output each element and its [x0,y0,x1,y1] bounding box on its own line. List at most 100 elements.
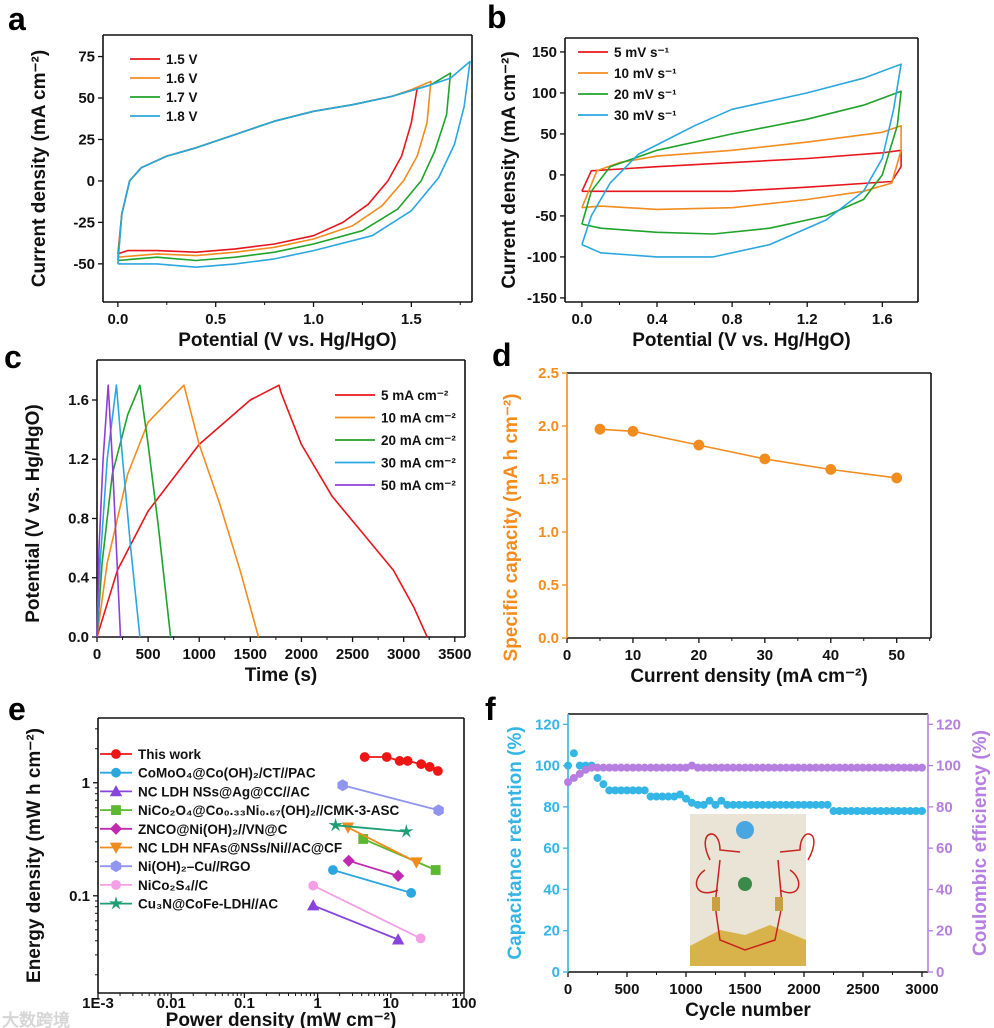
legend-label: 1.6 V [166,71,198,86]
legend-marker [111,767,121,778]
data-point [415,933,426,944]
data-point [569,749,578,758]
data-point [823,800,832,809]
panel-letter-a: a [8,1,26,37]
x-tick-label: 1E-3 [82,995,114,1012]
x-tick-label: 2500 [336,646,369,663]
x-tick-label: 0.8 [722,311,743,328]
data-point [599,780,608,789]
data-point [627,425,639,437]
legend-marker [111,749,121,759]
y-tick-label: 150 [532,44,557,61]
legend-label: Ni(OH)₂–Cu//RGO [138,859,251,874]
y-tick-label: 1 [82,775,90,792]
data-point [711,800,720,809]
supercapacitor-right [775,897,783,911]
series-line [348,859,399,877]
supercapacitor-left [712,897,720,911]
y-tick-label: 0.0 [68,629,89,646]
legend-label: 30 mV s⁻¹ [614,108,677,123]
data-point [328,865,338,875]
panel-letter-c: c [4,339,22,375]
series-e-7 [308,880,426,944]
data-point [564,761,573,770]
series-line [96,384,428,638]
series-line [335,824,407,833]
x-tick-label: 1500 [728,981,761,998]
series-line [342,784,439,812]
x-tick-label: 0.0 [571,311,592,328]
y-tick-label: 2.0 [538,418,559,435]
panel-b: 0.0 0.4 0.8 1.2 1.6 -150 -100 -50 0 50 100 150 Poten… [499,37,919,351]
legend-label: NiCo₂O₄@Co₀.₃₃Ni₀.₆₇(OH)₂//CMK-3-ASC [138,803,400,818]
x-tick-label: 3000 [387,646,420,663]
x-tick-label: 0 [563,647,571,664]
y-tick-label: 0.1 [69,888,90,905]
legend-label: Cu₃N@CoFe-LDH//AC [138,897,278,912]
y-tick-label: 100 [532,85,557,102]
data-point [381,752,392,762]
y-tick-label: -25 [73,214,95,231]
panel-a: 0.0 0.5 1.0 1.5 -50 -25 0 25 50 75 Potential (V vs… [29,34,473,351]
legend-label: 1.5 V [166,52,198,67]
legend-label: 5 mV s⁻¹ [614,45,670,60]
series-line [581,124,902,211]
series-a-1 [117,80,432,258]
y-tick-label: 1.5 [538,471,559,488]
series-line [312,904,399,941]
data-point [391,933,405,945]
x-tick-label: 500 [614,981,639,998]
series-line [96,384,141,638]
legend-marker [109,842,123,854]
x-axis-label: Potential (V vs. Hg/HgO) [178,330,397,351]
y-tick-label: -150 [527,290,557,307]
series-line [347,826,417,864]
y-tick-label: 0.0 [538,630,559,647]
x-tick-label: 0.1 [234,995,255,1012]
x-tick-label: 1500 [234,646,267,663]
legend-marker [109,822,123,835]
x-tick-label: 2000 [787,981,820,998]
x-tick-label: 1.0 [303,311,324,328]
data-point [693,439,705,451]
panel-c: 0 500 1000 1500 2000 2500 3000 3500 0.0 0.4 0.8 1.2… [23,359,471,686]
data-point [430,865,441,875]
data-point [676,790,685,799]
legend-marker [110,860,122,873]
y2-tick-label: 80 [936,799,953,816]
legend-label: 50 mA cm⁻² [381,478,456,493]
y-tick-label: 80 [543,799,560,816]
data-point [359,752,370,762]
series-e-1 [328,865,417,898]
y-tick-label: 75 [78,49,95,66]
x-tick-label: 2000 [285,646,318,663]
series-c-3 [96,384,141,638]
series-e-8 [328,817,414,838]
data-point [399,824,414,838]
y-tick-label: 0.4 [68,570,90,587]
y-tick-label: 0.8 [68,510,89,527]
x-tick-label: 40 [822,647,839,664]
series-b-0 [581,149,902,193]
y-tick-label: 100 [535,758,560,775]
legend-label: 30 mA cm⁻² [381,456,456,471]
x-tick-label: 0.4 [647,311,669,328]
panel-letter-d: d [492,337,512,373]
data-point [433,804,444,817]
x-tick-label: 100 [451,995,476,1012]
x-tick-label: 20 [691,647,708,664]
y-tick-label: -100 [527,249,557,266]
data-point [402,756,413,766]
y-axis-label: Potential (V vs. Hg/HgO) [23,404,44,623]
series-line [581,63,902,258]
y-tick-label: 0 [552,964,560,981]
series-e-0 [359,752,443,776]
panel-letter-b: b [487,0,507,35]
series-c-4 [96,384,122,638]
data-point [392,869,405,882]
series-f-0 [564,749,926,816]
legend-label: NC LDH NFAs@NSs/Ni//AC@CF [138,841,342,856]
wires [695,833,815,951]
x-axis-label: Time (s) [245,665,318,686]
